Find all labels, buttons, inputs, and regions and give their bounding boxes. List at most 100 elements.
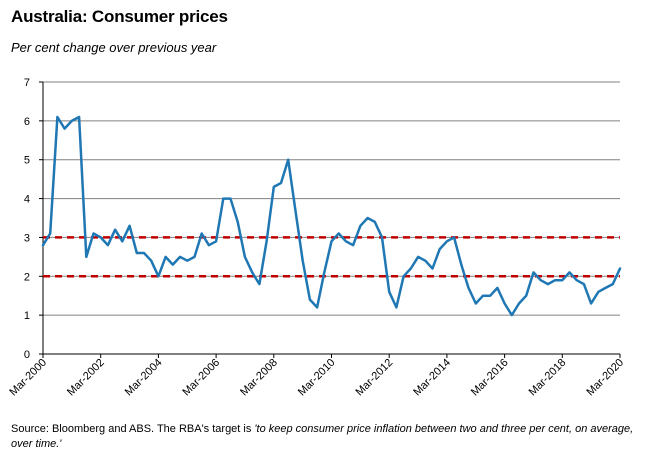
- x-tick-label-8: Mar-2016: [469, 357, 511, 399]
- cpi-point-24: [215, 240, 217, 242]
- cpi-point-42: [345, 240, 347, 242]
- cpi-point-10: [114, 228, 116, 230]
- cpi-point-40: [330, 240, 332, 242]
- cpi-point-44: [359, 225, 361, 227]
- cpi-point-4: [71, 120, 73, 122]
- cpi-point-56: [446, 240, 448, 242]
- source-note: Source: Bloomberg and ABS. The RBA's tar…: [11, 422, 636, 452]
- cpi-point-36: [301, 260, 303, 262]
- cpi-point-8: [100, 236, 102, 238]
- cpi-point-66: [518, 302, 520, 304]
- cpi-point-65: [511, 314, 513, 316]
- cpi-point-33: [280, 182, 282, 184]
- cpi-point-21: [193, 256, 195, 258]
- y-axis-ticks: 0 1 2 3 4 5 6 7: [24, 77, 43, 361]
- x-tick-label-1: Mar-2002: [65, 357, 107, 399]
- cpi-point-14: [143, 252, 145, 254]
- cpi-point-22: [200, 232, 202, 234]
- cpi-point-29: [251, 271, 253, 273]
- y-tick-label-2: 2: [24, 271, 30, 283]
- cpi-point-61: [482, 295, 484, 297]
- cpi-point-48: [388, 291, 390, 293]
- cpi-point-17: [164, 256, 166, 258]
- cpi-point-2: [56, 116, 58, 118]
- cpi-point-73: [568, 271, 570, 273]
- cpi-point-34: [287, 159, 289, 161]
- x-tick-label-0: Mar-2000: [7, 357, 49, 399]
- cpi-point-12: [128, 225, 130, 227]
- cpi-point-16: [157, 275, 159, 277]
- y-tick-label-5: 5: [24, 155, 30, 167]
- x-tick-label-10: Mar-2020: [584, 357, 626, 399]
- y-tick-label-1: 1: [24, 310, 30, 322]
- cpi-point-52: [417, 256, 419, 258]
- x-tick-label-9: Mar-2018: [527, 357, 569, 399]
- y-tick-label-0: 0: [24, 349, 30, 361]
- cpi-point-70: [547, 283, 549, 285]
- cpi-point-0: [42, 244, 44, 246]
- cpi-point-51: [410, 267, 412, 269]
- cpi-point-64: [503, 302, 505, 304]
- cpi-point-30: [258, 283, 260, 285]
- cpi-point-3: [63, 127, 65, 129]
- cpi-point-35: [294, 209, 296, 211]
- cpi-point-80: [619, 267, 621, 269]
- cpi-point-50: [402, 275, 404, 277]
- y-tick-label-6: 6: [24, 116, 30, 128]
- target-band: [43, 236, 620, 278]
- cpi-point-19: [179, 256, 181, 258]
- cpi-point-26: [229, 197, 231, 199]
- cpi-point-78: [604, 287, 606, 289]
- chart-subtitle: Per cent change over previous year: [11, 40, 217, 55]
- cpi-point-23: [208, 244, 210, 246]
- cpi-point-27: [237, 221, 239, 223]
- cpi-point-58: [460, 263, 462, 265]
- cpi-point-68: [532, 271, 534, 273]
- cpi-point-47: [381, 236, 383, 238]
- source-quote: 'to keep consumer price inflation betwee…: [11, 423, 634, 450]
- gridlines: [43, 81, 620, 316]
- source-text: Source: Bloomberg and ABS. The RBA's tar…: [11, 423, 255, 435]
- cpi-point-5: [78, 116, 80, 118]
- cpi-point-38: [316, 306, 318, 308]
- x-tick-label-7: Mar-2014: [411, 357, 453, 399]
- cpi-point-39: [323, 271, 325, 273]
- cpi-point-45: [366, 217, 368, 219]
- cpi-point-54: [431, 267, 433, 269]
- cpi-point-62: [489, 295, 491, 297]
- cpi-point-53: [424, 260, 426, 262]
- x-tick-label-3: Mar-2006: [180, 357, 222, 399]
- cpi-point-32: [273, 186, 275, 188]
- cpi-point-74: [576, 279, 578, 281]
- y-tick-label-3: 3: [24, 232, 30, 244]
- cpi-point-76: [590, 302, 592, 304]
- cpi-point-15: [150, 260, 152, 262]
- cpi-point-46: [374, 221, 376, 223]
- cpi-point-79: [612, 283, 614, 285]
- cpi-point-71: [554, 279, 556, 281]
- cpi-point-20: [186, 260, 188, 262]
- cpi-point-72: [561, 279, 563, 281]
- chart-title: Australia: Consumer prices: [11, 7, 228, 26]
- cpi-point-43: [352, 244, 354, 246]
- cpi-point-11: [121, 240, 123, 242]
- cpi-point-75: [583, 283, 585, 285]
- cpi-point-60: [475, 302, 477, 304]
- y-tick-label-7: 7: [24, 77, 30, 89]
- x-tick-label-5: Mar-2010: [296, 357, 338, 399]
- cpi-point-55: [438, 248, 440, 250]
- x-tick-label-6: Mar-2012: [354, 357, 396, 399]
- cpi-point-1: [49, 232, 51, 234]
- cpi-point-18: [172, 263, 174, 265]
- cpi-point-49: [395, 306, 397, 308]
- cpi-point-6: [85, 256, 87, 258]
- cpi-point-25: [222, 197, 224, 199]
- cpi-point-41: [338, 232, 340, 234]
- cpi-point-31: [265, 240, 267, 242]
- x-tick-label-2: Mar-2004: [123, 357, 165, 399]
- cpi-point-9: [107, 244, 109, 246]
- cpi-point-37: [309, 298, 311, 300]
- cpi-point-77: [597, 291, 599, 293]
- cpi-point-67: [525, 295, 527, 297]
